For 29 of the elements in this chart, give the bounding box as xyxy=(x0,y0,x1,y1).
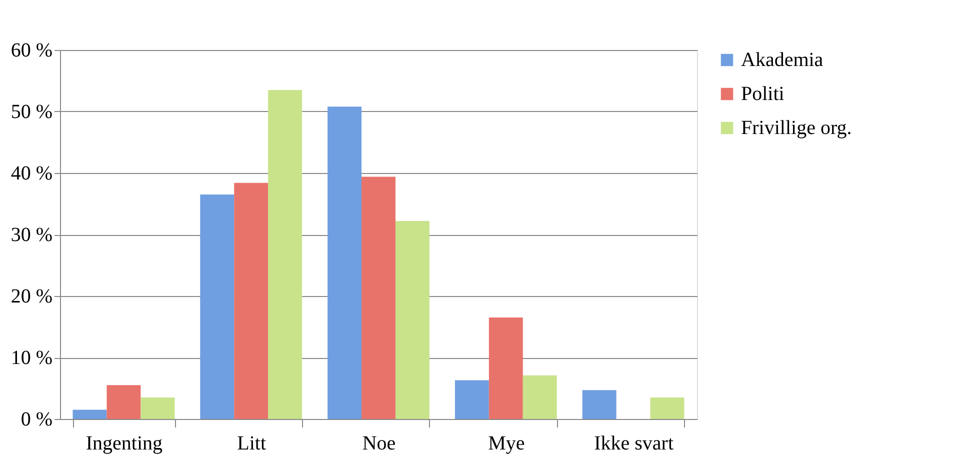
y-tick-label: 40 % xyxy=(10,162,52,184)
bar xyxy=(650,397,684,419)
bar xyxy=(234,182,268,419)
bar xyxy=(362,176,396,419)
bar xyxy=(106,385,141,419)
bar xyxy=(395,220,430,419)
y-tick-label: 30 % xyxy=(10,224,52,246)
bar xyxy=(522,375,557,419)
y-tick-label: 10 % xyxy=(10,347,52,369)
y-tick-label: 50 % xyxy=(10,101,52,123)
legend-label: Akademia xyxy=(741,49,824,71)
x-tick-label: Ikke svart xyxy=(594,432,674,454)
bar xyxy=(328,106,362,419)
x-tick-label: Noe xyxy=(362,432,396,454)
bar xyxy=(72,410,107,419)
x-tick-label: Litt xyxy=(237,432,266,454)
legend-label: Politi xyxy=(741,83,785,105)
bar xyxy=(582,390,616,419)
bar xyxy=(268,90,302,419)
y-tick-label: 20 % xyxy=(10,286,52,308)
bar xyxy=(454,380,489,419)
bar xyxy=(200,194,234,419)
x-tick-label: Ingenting xyxy=(86,432,163,454)
bar xyxy=(140,397,175,419)
x-tick-label: Mye xyxy=(488,432,525,454)
legend-label: Frivillige org. xyxy=(741,117,852,139)
y-tick-label: 60 % xyxy=(10,40,52,62)
y-tick-label: 0 % xyxy=(20,408,52,430)
bar xyxy=(488,318,523,419)
